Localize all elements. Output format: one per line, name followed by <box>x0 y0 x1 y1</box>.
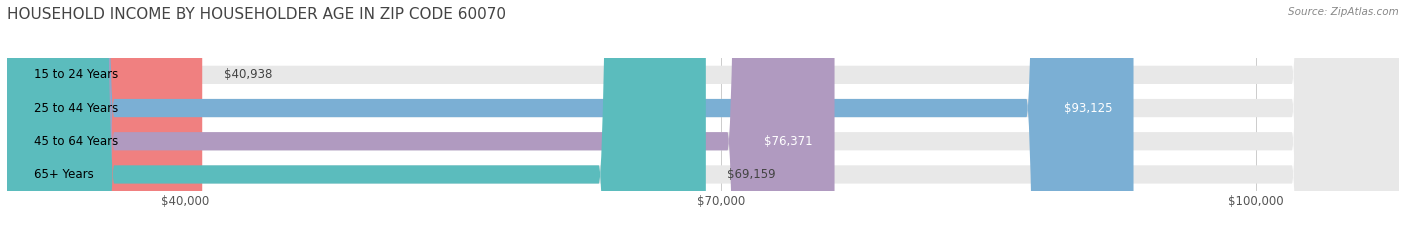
FancyBboxPatch shape <box>7 0 1399 233</box>
Text: HOUSEHOLD INCOME BY HOUSEHOLDER AGE IN ZIP CODE 60070: HOUSEHOLD INCOME BY HOUSEHOLDER AGE IN Z… <box>7 7 506 22</box>
FancyBboxPatch shape <box>7 0 706 233</box>
FancyBboxPatch shape <box>7 0 1399 233</box>
Text: $76,371: $76,371 <box>765 135 813 148</box>
Text: $93,125: $93,125 <box>1063 102 1112 115</box>
Text: Source: ZipAtlas.com: Source: ZipAtlas.com <box>1288 7 1399 17</box>
Text: 25 to 44 Years: 25 to 44 Years <box>34 102 118 115</box>
Text: 65+ Years: 65+ Years <box>34 168 94 181</box>
Text: $69,159: $69,159 <box>727 168 776 181</box>
FancyBboxPatch shape <box>7 0 835 233</box>
FancyBboxPatch shape <box>7 0 202 233</box>
Text: $40,938: $40,938 <box>224 68 271 81</box>
Text: 15 to 24 Years: 15 to 24 Years <box>34 68 118 81</box>
Text: 45 to 64 Years: 45 to 64 Years <box>34 135 118 148</box>
FancyBboxPatch shape <box>7 0 1399 233</box>
FancyBboxPatch shape <box>7 0 1399 233</box>
FancyBboxPatch shape <box>7 0 1133 233</box>
